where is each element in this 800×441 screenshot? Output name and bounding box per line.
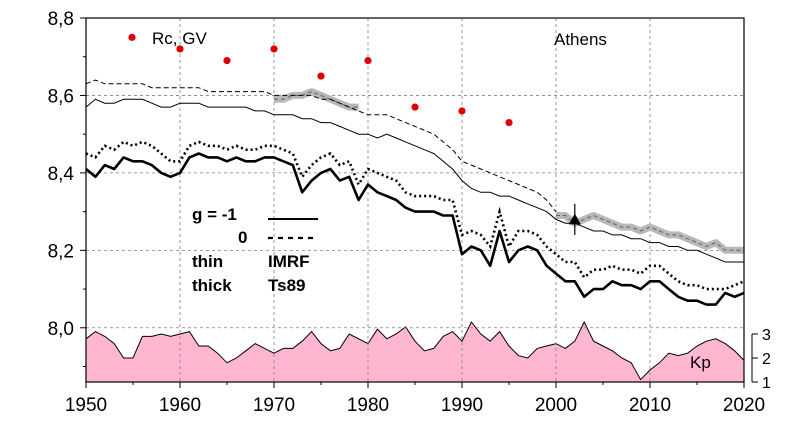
y-tick-label: 8,2 <box>48 241 74 262</box>
axes: 1950 1960 1970 1980 1990 2000 2010 2020 8,0 8,2 8,… <box>48 9 771 416</box>
kp-area <box>85 320 745 382</box>
rc-point <box>176 45 184 53</box>
kp-fill <box>86 322 744 382</box>
rc-point <box>223 56 231 65</box>
kp-label: Kp <box>690 353 711 372</box>
legend-thick: thick <box>192 276 232 295</box>
x-tick-label: 2020 <box>723 395 765 416</box>
x-tick-label: 1950 <box>65 395 107 416</box>
x-tick-label: 2010 <box>629 395 671 416</box>
kp-tick-label: 1 <box>762 375 771 392</box>
series-thin-solid-0 <box>85 98 744 263</box>
y-tick-label: 8,0 <box>48 319 74 340</box>
kp-line <box>85 320 745 381</box>
x-tick-label: 2000 <box>535 395 577 416</box>
series-lines <box>85 79 745 306</box>
series-gray-band-core-0 <box>274 91 359 108</box>
y-tick-label: 8,8 <box>48 9 74 30</box>
legend-rc-point <box>128 33 136 41</box>
rc-point <box>505 118 513 127</box>
kp-tick-label: 2 <box>762 351 771 368</box>
rc-point <box>270 45 278 53</box>
legend-rc-label: Rc, GV <box>152 29 207 48</box>
legend-g-zero: 0 <box>238 228 247 247</box>
series-gray-band-core-1 <box>556 214 744 251</box>
grid <box>86 18 744 382</box>
legend-g-minus1: g = -1 <box>192 205 237 224</box>
x-tick-label: 1990 <box>441 395 483 416</box>
legend-thin: thin <box>192 252 223 271</box>
rc-point <box>411 103 419 111</box>
rc-point <box>364 56 372 65</box>
legend-imrf: IMRF <box>268 252 310 271</box>
series-thin-dashed-0 <box>85 79 557 212</box>
x-tick-label: 1980 <box>347 395 389 416</box>
rc-point <box>458 107 466 115</box>
rc-point <box>317 72 325 80</box>
legend-ts89: Ts89 <box>268 276 306 295</box>
y-tick-label: 8,4 <box>48 164 75 185</box>
rc-points <box>128 33 581 235</box>
y-tick-label: 8,6 <box>48 86 74 107</box>
series-thick-solid-0 <box>85 152 745 306</box>
marker-2002-triangle <box>568 213 581 225</box>
x-tick-label: 1970 <box>253 395 295 416</box>
x-tick-label: 1960 <box>159 395 201 416</box>
series-thick-dotted-0 <box>85 140 745 291</box>
station-label: Athens <box>554 30 607 49</box>
kp-tick-label: 3 <box>762 327 771 344</box>
